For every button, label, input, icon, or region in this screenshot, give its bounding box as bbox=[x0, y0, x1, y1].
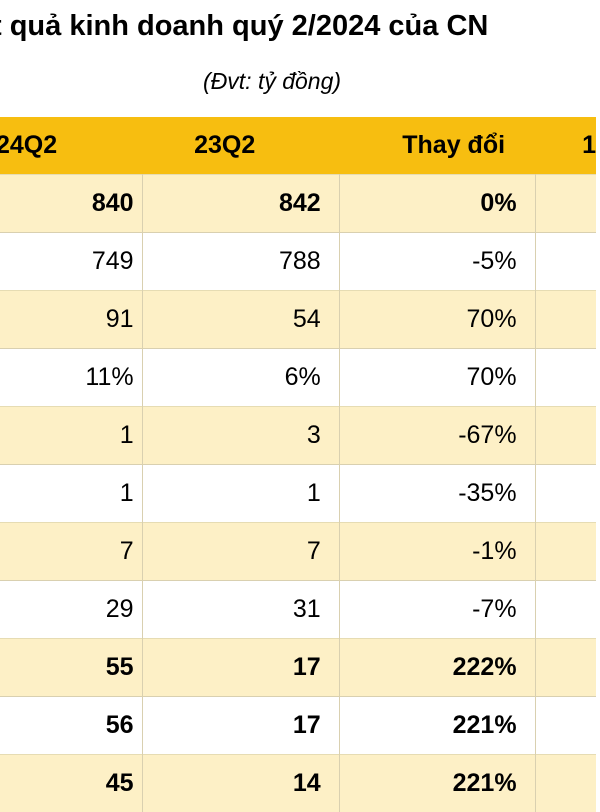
cell-change: 70% bbox=[339, 291, 535, 349]
header-row: 24Q2 23Q2 Thay đổi 1 bbox=[0, 117, 596, 175]
cell-23q2: 7 bbox=[142, 523, 339, 581]
cell-23q2: 1 bbox=[142, 465, 339, 523]
header-23q2: 23Q2 bbox=[142, 117, 339, 175]
table-row: 11%6%70% bbox=[0, 349, 596, 407]
header-extra: 1 bbox=[535, 117, 596, 175]
cell-23q2: 17 bbox=[142, 697, 339, 755]
cell-change: 0% bbox=[339, 175, 535, 233]
cell-24q2: 11% bbox=[0, 349, 142, 407]
cell-23q2: 14 bbox=[142, 755, 339, 812]
cell-24q2: 7 bbox=[0, 523, 142, 581]
cell-change: 70% bbox=[339, 349, 535, 407]
cell-change: -67% bbox=[339, 407, 535, 465]
cell-change: -35% bbox=[339, 465, 535, 523]
cell-24q2: 55 bbox=[0, 639, 142, 697]
cell-24q2: 1 bbox=[0, 465, 142, 523]
cell-change: 221% bbox=[339, 697, 535, 755]
cell-extra bbox=[535, 581, 596, 639]
cell-24q2: 91 bbox=[0, 291, 142, 349]
cell-24q2: 56 bbox=[0, 697, 142, 755]
cell-24q2: 29 bbox=[0, 581, 142, 639]
cell-23q2: 788 bbox=[142, 233, 339, 291]
cell-extra bbox=[535, 755, 596, 812]
cell-23q2: 17 bbox=[142, 639, 339, 697]
cell-24q2: 45 bbox=[0, 755, 142, 812]
cell-extra bbox=[535, 291, 596, 349]
cell-extra bbox=[535, 233, 596, 291]
header-24q2: 24Q2 bbox=[0, 117, 142, 175]
cell-change: -5% bbox=[339, 233, 535, 291]
cell-24q2: 840 bbox=[0, 175, 142, 233]
cell-extra bbox=[535, 639, 596, 697]
cell-change: 222% bbox=[339, 639, 535, 697]
cell-extra bbox=[535, 523, 596, 581]
cell-23q2: 6% bbox=[142, 349, 339, 407]
cell-23q2: 3 bbox=[142, 407, 339, 465]
cell-extra bbox=[535, 697, 596, 755]
cell-extra bbox=[535, 465, 596, 523]
header-change: Thay đổi bbox=[339, 117, 535, 175]
cell-change: -1% bbox=[339, 523, 535, 581]
cell-change: -7% bbox=[339, 581, 535, 639]
cell-24q2: 749 bbox=[0, 233, 142, 291]
cell-extra bbox=[535, 407, 596, 465]
cell-23q2: 842 bbox=[142, 175, 339, 233]
cell-23q2: 54 bbox=[142, 291, 339, 349]
cell-24q2: 1 bbox=[0, 407, 142, 465]
cell-extra bbox=[535, 349, 596, 407]
cell-extra bbox=[535, 175, 596, 233]
cell-23q2: 31 bbox=[142, 581, 339, 639]
cell-change: 221% bbox=[339, 755, 535, 812]
